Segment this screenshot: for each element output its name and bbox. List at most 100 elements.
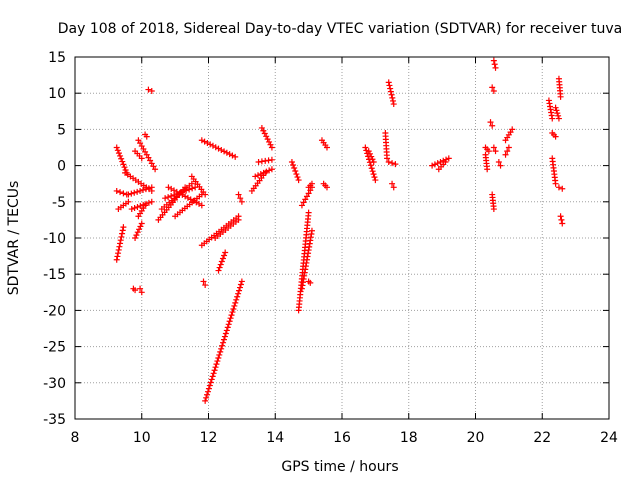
data-point (134, 203, 141, 210)
data-point (133, 232, 140, 239)
data-point (209, 373, 216, 380)
y-tick-label: -15 (43, 267, 66, 283)
data-point (234, 293, 241, 300)
data-point (505, 144, 512, 151)
data-point (186, 186, 193, 193)
data-point (293, 171, 300, 178)
data-point (362, 144, 369, 151)
data-point (131, 205, 138, 212)
data-point (260, 169, 267, 176)
data-point (323, 184, 330, 191)
data-point (198, 202, 205, 209)
data-point (237, 195, 244, 202)
data-point (386, 82, 393, 89)
data-point (113, 144, 120, 151)
data-point (390, 97, 397, 104)
x-axis-label: GPS time / hours (281, 459, 398, 475)
data-point (148, 88, 155, 95)
data-point (119, 158, 126, 165)
data-point (366, 150, 373, 157)
data-point (552, 104, 559, 111)
data-point (490, 57, 497, 64)
data-point (489, 122, 496, 129)
data-point (387, 88, 394, 95)
data-point (118, 155, 125, 162)
data-point (492, 64, 499, 71)
data-points (113, 57, 566, 404)
data-point (288, 158, 295, 165)
data-point (300, 199, 307, 206)
data-point (220, 339, 227, 346)
data-point (114, 253, 121, 260)
data-point (114, 147, 121, 154)
data-point (148, 184, 155, 191)
data-point (207, 379, 214, 386)
data-point (368, 153, 375, 160)
data-point (142, 186, 149, 193)
data-point (238, 198, 245, 205)
data-point (235, 216, 242, 223)
data-point (120, 224, 127, 231)
data-point (484, 166, 491, 173)
data-point (138, 155, 145, 162)
data-point (119, 227, 126, 234)
data-point (214, 358, 221, 365)
x-tick-label: 12 (200, 430, 218, 446)
data-point (371, 174, 378, 181)
data-point (258, 124, 265, 131)
y-tick-label: -30 (43, 376, 66, 392)
y-tick-label: 5 (57, 122, 66, 138)
data-point (125, 198, 132, 205)
data-point (559, 220, 566, 227)
data-point (392, 161, 399, 168)
data-point (260, 127, 267, 134)
data-point (220, 336, 227, 343)
data-point (145, 86, 152, 93)
data-point (225, 321, 232, 328)
y-tick-label: 10 (48, 86, 66, 102)
data-point (232, 153, 239, 160)
data-point (237, 281, 244, 288)
data-point (267, 141, 274, 148)
data-point (217, 261, 224, 268)
data-point (219, 255, 226, 262)
data-point (221, 333, 228, 340)
data-point (131, 189, 138, 196)
data-point (555, 112, 562, 119)
y-tick-label: -35 (43, 412, 66, 428)
data-point (117, 189, 124, 196)
data-point (370, 171, 377, 178)
x-tick-label: 10 (133, 430, 151, 446)
data-point (113, 187, 120, 194)
x-tick-label: 20 (467, 430, 485, 446)
data-point (255, 172, 262, 179)
data-point (204, 388, 211, 395)
chart-title: Day 108 of 2018, Sidereal Day-to-day VTE… (58, 21, 622, 37)
data-point (252, 173, 259, 180)
x-tick-label: 18 (400, 430, 418, 446)
data-point (229, 309, 236, 316)
data-point (308, 227, 315, 234)
y-tick-label: -5 (52, 195, 66, 211)
data-point (235, 290, 242, 297)
data-point (497, 162, 504, 169)
x-tick-label: 16 (333, 430, 351, 446)
data-point (137, 285, 144, 292)
data-point (557, 93, 564, 100)
data-point (389, 160, 396, 167)
data-point (223, 149, 230, 156)
data-point (385, 158, 392, 165)
data-point (218, 258, 225, 265)
data-point (138, 220, 145, 227)
data-point (134, 229, 141, 236)
data-point (213, 361, 220, 368)
data-point (233, 296, 240, 303)
data-point (295, 177, 302, 184)
data-point (224, 324, 231, 331)
data-point (207, 141, 214, 148)
data-point (137, 223, 144, 230)
data-point (389, 180, 396, 187)
data-point (215, 267, 222, 274)
data-point (216, 351, 223, 358)
